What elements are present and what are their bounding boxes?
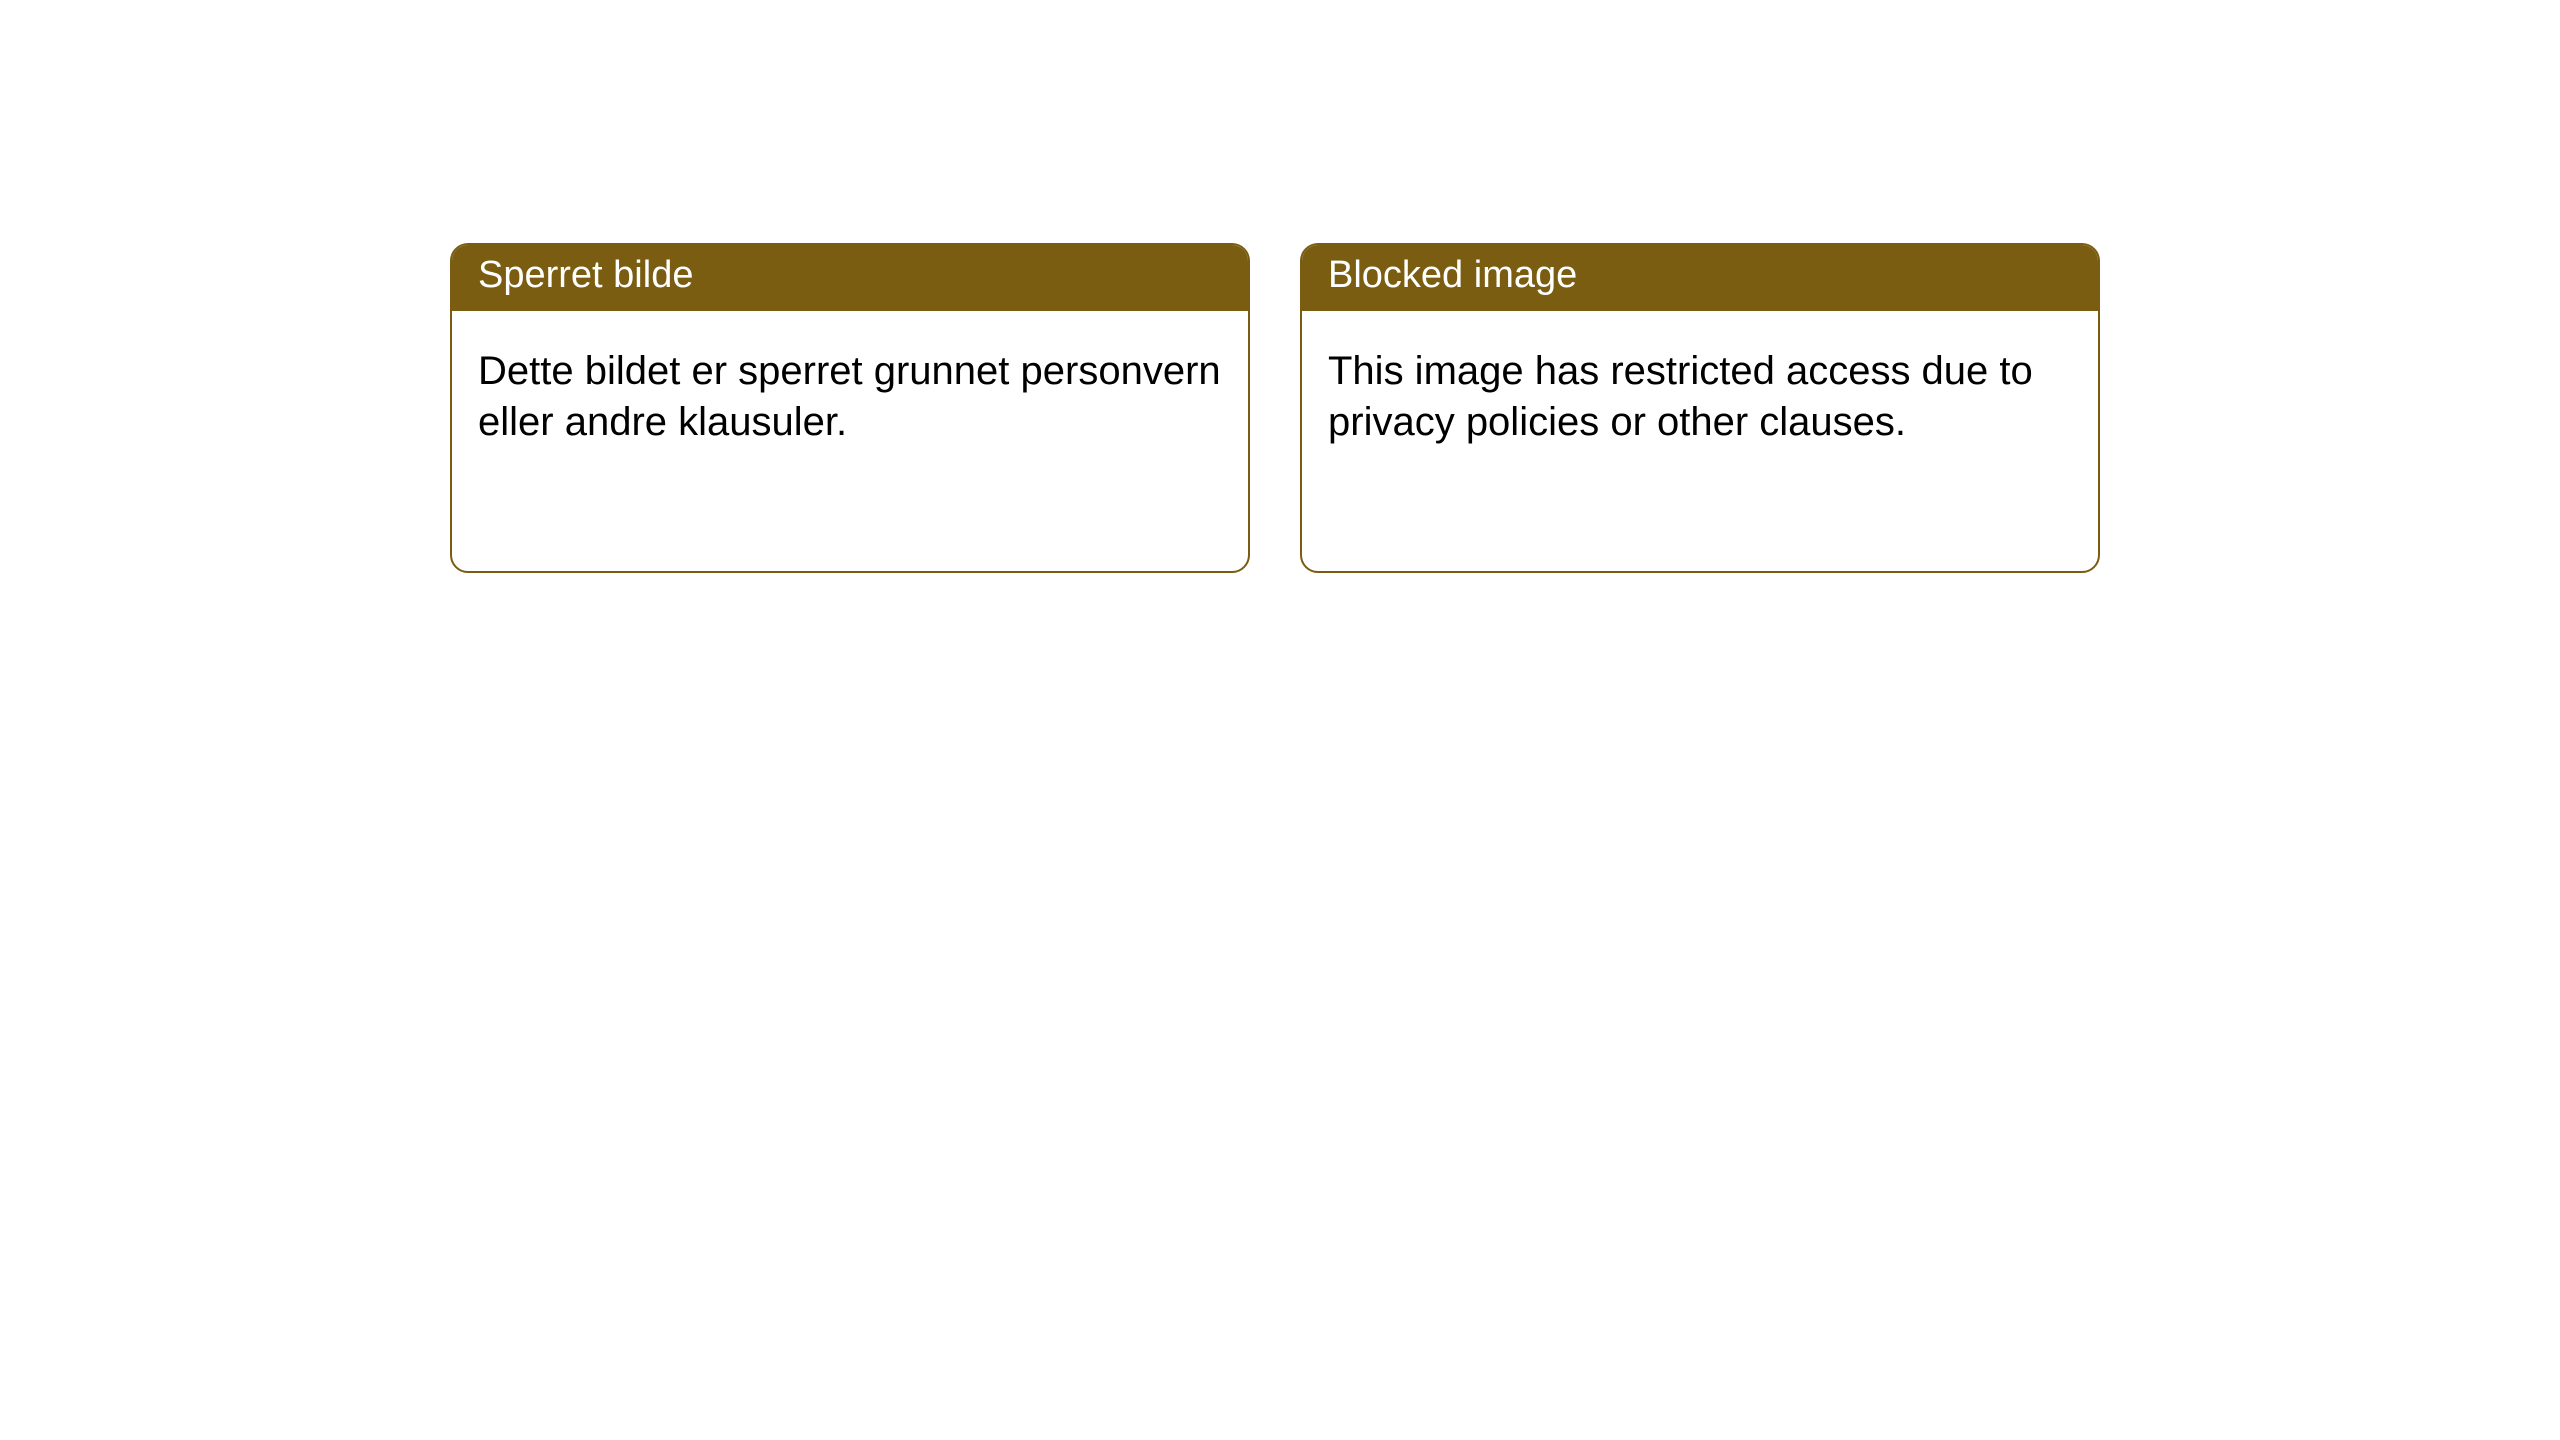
notice-cards-container: Sperret bilde Dette bildet er sperret gr…: [0, 0, 2560, 573]
card-header: Sperret bilde: [452, 245, 1248, 311]
card-header: Blocked image: [1302, 245, 2098, 311]
notice-card-norwegian: Sperret bilde Dette bildet er sperret gr…: [450, 243, 1250, 573]
card-body: Dette bildet er sperret grunnet personve…: [452, 311, 1248, 483]
notice-card-english: Blocked image This image has restricted …: [1300, 243, 2100, 573]
card-body: This image has restricted access due to …: [1302, 311, 2098, 483]
